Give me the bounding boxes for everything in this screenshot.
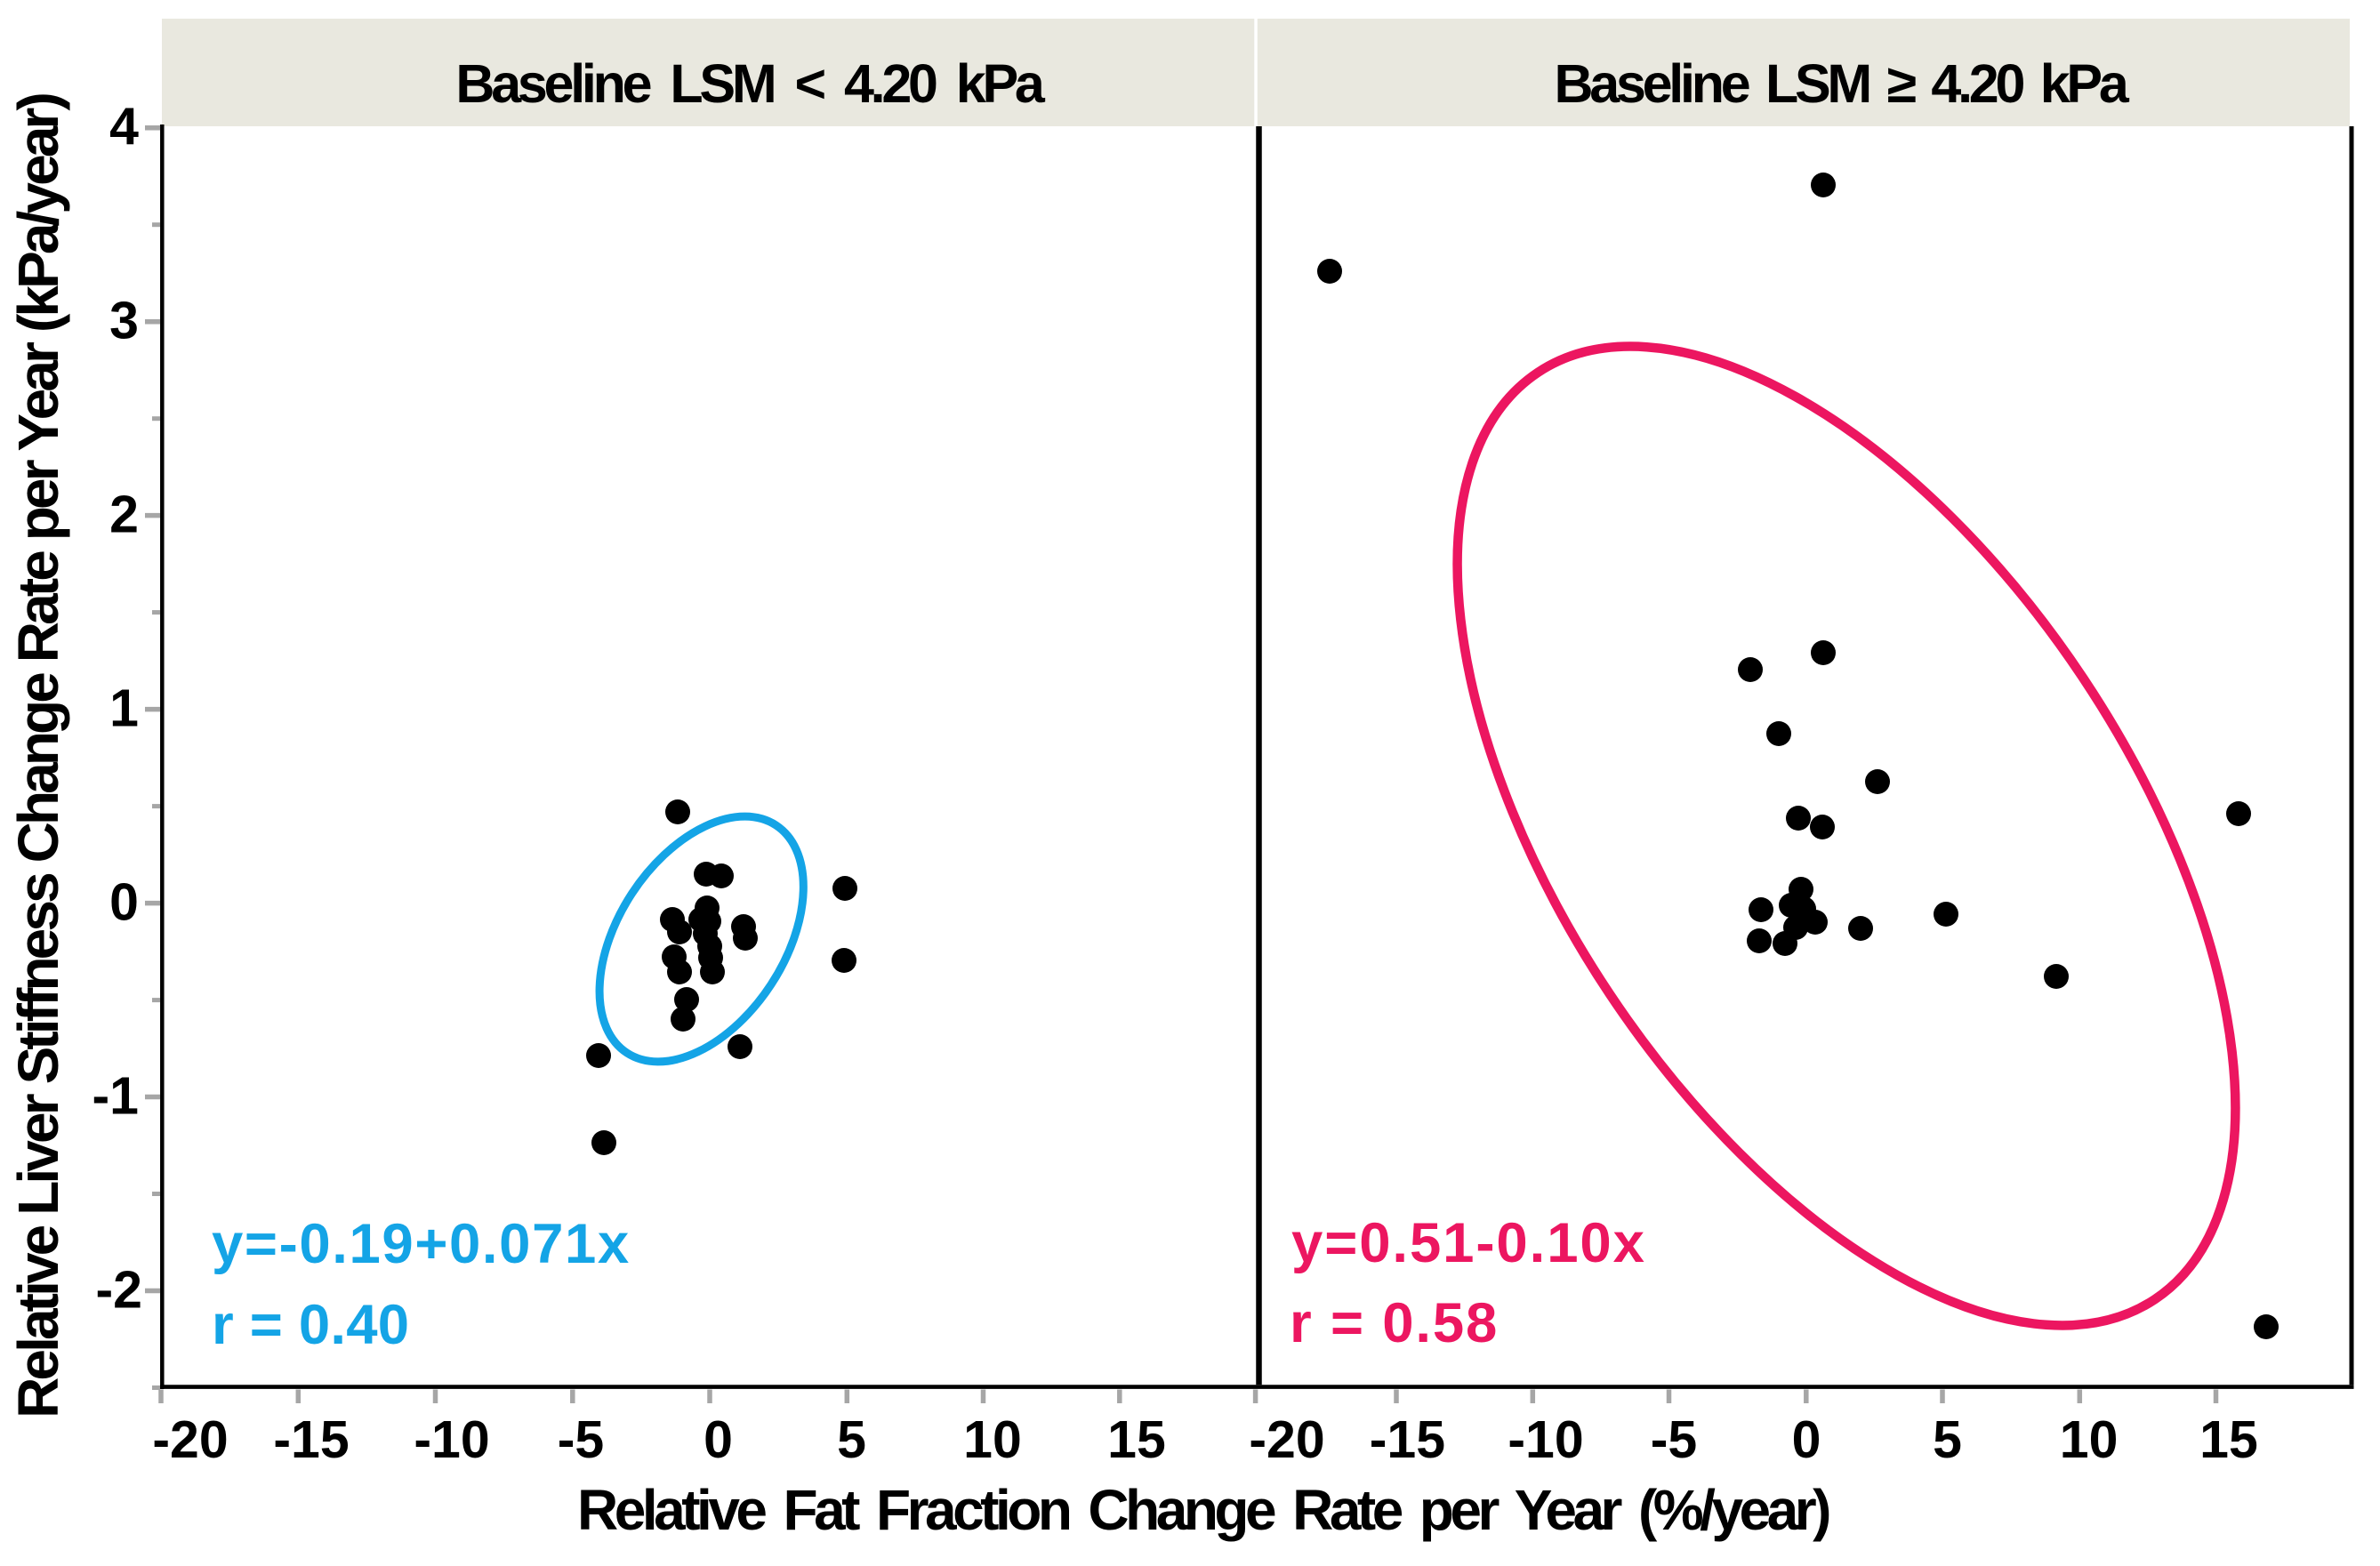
svg-text:2: 2 [109,486,139,544]
svg-text:-10: -10 [1508,1410,1583,1469]
svg-text:-20: -20 [1249,1410,1324,1469]
svg-text:0: 0 [1792,1410,1821,1469]
svg-text:15: 15 [2199,1410,2258,1469]
svg-text:Baseline LSM < 4.20 kPa: Baseline LSM < 4.20 kPa [455,53,1046,114]
svg-text:Relative Fat Fraction Change R: Relative Fat Fraction Change Rate per Ye… [577,1478,1829,1542]
svg-text:-10: -10 [414,1410,489,1469]
svg-text:-5: -5 [1651,1410,1697,1469]
svg-text:3: 3 [109,292,139,350]
svg-text:-20: -20 [152,1410,228,1469]
svg-text:10: 10 [2060,1410,2119,1469]
svg-text:Relative Liver Stiffness Chang: Relative Liver Stiffness Change Rate per… [6,93,70,1417]
svg-text:5: 5 [837,1410,866,1469]
svg-text:r = 0.40: r = 0.40 [212,1294,409,1356]
svg-text:0: 0 [109,873,139,932]
svg-text:15: 15 [1107,1410,1166,1469]
svg-text:4: 4 [109,98,139,157]
svg-text:-5: -5 [558,1410,604,1469]
svg-text:-15: -15 [1370,1410,1445,1469]
svg-text:10: 10 [963,1410,1022,1469]
svg-text:-1: -1 [92,1067,139,1126]
svg-text:5: 5 [1933,1410,1962,1469]
svg-text:1: 1 [109,679,139,738]
svg-text:Baseline LSM ≥ 4.20 kPa: Baseline LSM ≥ 4.20 kPa [1554,53,2129,114]
svg-text:-15: -15 [273,1410,349,1469]
svg-text:y=-0.19+0.071x: y=-0.19+0.071x [212,1213,631,1275]
svg-text:r = 0.58: r = 0.58 [1290,1292,1499,1354]
svg-text:-2: -2 [96,1261,142,1320]
svg-text:0: 0 [704,1410,733,1469]
svg-text:y=0.51-0.10x: y=0.51-0.10x [1291,1212,1646,1274]
